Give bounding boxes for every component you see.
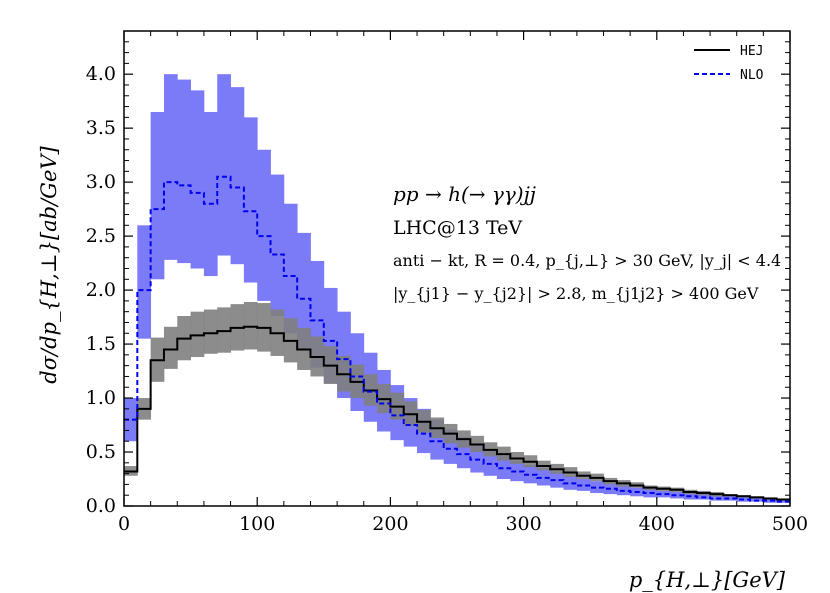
x-tick-label: 100 [239, 513, 275, 535]
band-nlo-bin-2 [150, 111, 165, 280]
x-tick-label: 300 [505, 513, 541, 535]
annotation-energy: LHC@13 TeV [393, 217, 522, 239]
band-hej-bin-7 [217, 307, 231, 353]
band-nlo-bin-9 [243, 117, 258, 283]
band-nlo-bin-1 [137, 225, 152, 339]
y-tick-label: 1.5 [86, 333, 116, 355]
x-tick-label: 400 [639, 513, 675, 535]
band-nlo-bin-4 [177, 79, 191, 264]
band-nlo-bin-5 [190, 90, 205, 269]
band-nlo-bin-33 [563, 475, 578, 490]
y-axis-label: dσ/dp_{H,⊥}[ab/GeV] [37, 145, 61, 383]
ticks: 0 100 200 300 400 500 0.0 0.5 1.0 1.5 2.0 2.5 3.0 3.5… [86, 31, 808, 535]
band-nlo-bin-30 [523, 464, 538, 484]
x-tick-label: 0 [118, 513, 130, 535]
band-nlo-bin-6 [203, 111, 218, 277]
band-nlo-bin-49 [776, 500, 791, 503]
x-tick-label: 200 [372, 513, 408, 535]
band-nlo-bin-45 [723, 496, 738, 501]
legend-nlo-label: NLO [740, 68, 764, 83]
band-hej-bin-5 [190, 311, 205, 358]
band-hej-bin-3 [163, 326, 178, 369]
band-nlo-bin-13 [297, 232, 311, 351]
legend: HEJ NLO [694, 44, 764, 83]
band-nlo-bin-11 [270, 174, 285, 316]
legend-hej-label: HEJ [740, 44, 763, 59]
band-nlo-bin-29 [510, 460, 524, 482]
annotation-jet-cuts: |y_{j1} − y_{j2}| > 2.8, m_{j1j2} > 400 … [393, 284, 759, 303]
uncertainty-bands [124, 74, 791, 503]
series-lines [124, 175, 790, 503]
x-axis-label: p_{H,⊥}[GeV] [629, 568, 786, 592]
annotation-process: pp → h(→ γγ)jj [393, 182, 536, 206]
y-tick-label: 2.0 [86, 279, 116, 301]
y-tick-label: 0.0 [86, 495, 116, 517]
band-nlo-bin-40 [656, 490, 671, 498]
line-hej [124, 325, 790, 501]
band-nlo-bin-7 [217, 74, 231, 256]
band-nlo-bin-32 [550, 471, 564, 488]
band-hej-bin-6 [203, 309, 218, 354]
band-nlo-bin-28 [496, 455, 511, 480]
y-tick-label: 3.0 [86, 171, 116, 193]
band-nlo-bin-34 [576, 479, 591, 491]
band-nlo-bin-8 [230, 87, 245, 265]
band-nlo-bin-12 [283, 203, 298, 334]
line-nlo [124, 175, 790, 503]
y-tick-label: 0.5 [86, 441, 116, 463]
annotation-cuts: anti − kt, R = 0.4, p_{j,⊥} > 30 GeV, |y… [393, 251, 781, 270]
x-tick-label: 500 [772, 513, 808, 535]
band-nlo-bin-35 [590, 481, 604, 494]
y-tick-label: 2.5 [86, 225, 116, 247]
band-nlo-bin-10 [257, 149, 271, 301]
band-nlo-bin-3 [163, 74, 178, 260]
y-tick-label: 1.0 [86, 387, 116, 409]
band-hej-bin-9 [243, 301, 258, 350]
y-tick-label: 4.0 [86, 63, 116, 85]
band-nlo-bin-31 [536, 468, 551, 486]
y-tick-label: 3.5 [86, 117, 116, 139]
band-nlo-bin-41 [670, 491, 684, 499]
